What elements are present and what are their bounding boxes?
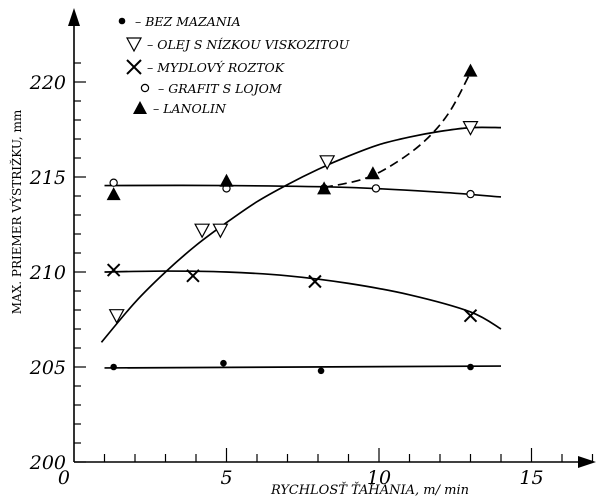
axes: 200 205 210 215 220 0 5 10 15 (29, 8, 596, 489)
y-tick-label: 200 (29, 452, 66, 474)
legend-label: – BEZ MAZANIA (135, 14, 241, 29)
point-lanolin (219, 173, 234, 187)
legend-item-mydlovy-roztok: – MYDLOVÝ ROZTOK (126, 59, 285, 75)
point-grafit-s-lojom (371, 184, 381, 193)
curve-olej-s-nizkou-viskozitou (100, 126, 502, 343)
point-olej-s-nizkou-viskozitou (194, 223, 211, 239)
point-lanolin (365, 166, 380, 180)
legend-label: – LANOLIN (153, 101, 227, 116)
legend-marker (125, 37, 143, 53)
point-olej-s-nizkou-viskozitou (462, 120, 479, 136)
point-olej-s-nizkou-viskozitou (108, 309, 125, 324)
curve-lanolin (323, 72, 472, 189)
point-lanolin (463, 63, 478, 77)
point-olej-s-nizkou-viskozitou (319, 155, 336, 171)
curve-grafit-s-lojom (104, 184, 502, 198)
y-tick-label: 210 (29, 262, 66, 284)
data-points (106, 63, 479, 375)
y-tick-label: 205 (29, 357, 66, 379)
fitted-curves (100, 72, 502, 369)
point-lanolin (317, 181, 332, 195)
y-tick-label: 220 (29, 72, 66, 94)
curve-bez-mazania (104, 365, 502, 369)
legend-marker (133, 101, 147, 114)
point-bez-mazania (110, 363, 117, 371)
axis-labels: RYCHLOSŤ ŤAHANIA, m/ min MAX. PRIEMER VÝ… (9, 109, 469, 498)
y-axis-arrowhead (68, 8, 80, 26)
point-grafit-s-lojom (109, 178, 118, 187)
legend-item-olej-s-nizkou-viskozitou: – OLEJ S NÍZKOU VISKOZITOU (125, 37, 350, 53)
legend-item-bez-mazania: – BEZ MAZANIA (118, 14, 241, 29)
point-mydlovy-roztok (463, 308, 478, 323)
y-tick-label: 215 (29, 167, 66, 189)
point-bez-mazania (220, 359, 227, 367)
legend-marker (126, 59, 142, 75)
legend-label: – MYDLOVÝ ROZTOK (147, 60, 285, 75)
legend-label: – GRAFIT S LOJOM (158, 81, 283, 96)
y-axis-title: MAX. PRIEMER VÝSTRIŽKU, mm (9, 109, 24, 314)
x-axis-arrowhead (578, 456, 596, 468)
point-lanolin (106, 187, 121, 201)
legend-marker (140, 83, 150, 93)
curve-mydlovy-roztok (104, 270, 502, 330)
legend-label: – OLEJ S NÍZKOU VISKOZITOU (147, 37, 350, 52)
point-grafit-s-lojom (466, 189, 475, 199)
point-mydlovy-roztok (308, 274, 322, 289)
legend: – BEZ MAZANIA – OLEJ S NÍZKOU VISKOZITOU –… (118, 14, 350, 116)
point-mydlovy-roztok (106, 263, 121, 277)
legend-marker (118, 17, 126, 25)
point-mydlovy-roztok (186, 269, 200, 283)
point-bez-mazania (467, 363, 474, 371)
x-tick-label: 10 (367, 467, 391, 489)
point-olej-s-nizkou-viskozitou (212, 223, 229, 239)
point-bez-mazania (317, 367, 325, 375)
legend-item-grafit-s-lojom: – GRAFIT S LOJOM (140, 81, 283, 96)
x-axis-title: RYCHLOSŤ ŤAHANIA, m/ min (270, 482, 469, 498)
x-tick-label: 0 (58, 467, 70, 489)
legend-item-lanolin: – LANOLIN (133, 101, 227, 116)
x-tick-label: 5 (220, 467, 232, 489)
x-tick-label: 15 (519, 467, 543, 489)
